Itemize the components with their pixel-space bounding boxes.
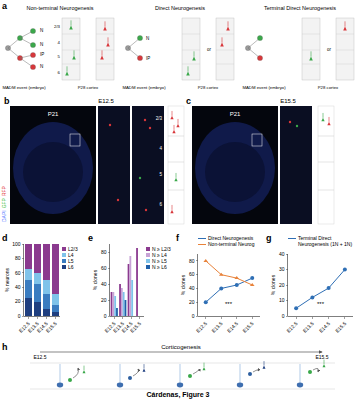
- svg-text:f: f: [176, 233, 180, 243]
- svg-text:P28 cortex: P28 cortex: [198, 85, 219, 90]
- svg-text:0: 0: [18, 313, 21, 319]
- svg-text:E13.5: E13.5: [210, 320, 224, 334]
- svg-text:E15.5: E15.5: [280, 98, 296, 104]
- html-text:N ≥ L2/3: N ≥ L2/3: [152, 246, 171, 252]
- svg-text:MADM event (embryo): MADM event (embryo): [2, 85, 46, 90]
- svg-text:30: 30: [279, 266, 285, 272]
- svg-text:IP: IP: [40, 52, 44, 57]
- svg-text:% neurons: % neurons: [4, 268, 10, 292]
- svg-text:P21: P21: [48, 111, 59, 117]
- svg-text:Corticogenesis: Corticogenesis: [161, 344, 201, 350]
- svg-text:P21: P21: [230, 111, 241, 117]
- svg-text:E14.5: E14.5: [120, 320, 134, 334]
- svg-text:100: 100: [12, 241, 21, 247]
- svg-text:***: ***: [225, 301, 233, 307]
- svg-text:e: e: [88, 233, 93, 243]
- svg-text:E15.5: E15.5: [315, 354, 328, 360]
- svg-text:b: b: [4, 96, 10, 106]
- svg-text:2/3: 2/3: [54, 24, 61, 29]
- svg-text:80: 80: [101, 249, 107, 255]
- html-text:Terminal Direct: Terminal Direct: [298, 235, 332, 241]
- svg-text:N: N: [40, 28, 43, 33]
- svg-text:E13.5: E13.5: [301, 320, 315, 334]
- svg-text:20: 20: [279, 282, 285, 288]
- svg-text:E12.5: E12.5: [103, 320, 117, 334]
- svg-text:60: 60: [189, 271, 195, 277]
- svg-text:E14.5: E14.5: [226, 320, 240, 334]
- svg-text:E13.5: E13.5: [112, 320, 126, 334]
- svg-text:or: or: [207, 47, 212, 52]
- svg-text:E15.5: E15.5: [129, 320, 143, 334]
- html-text:L5: L5: [68, 258, 74, 264]
- html-text:N ≥ L6: N ≥ L6: [152, 264, 167, 270]
- svg-text:6: 6: [58, 70, 61, 75]
- svg-text:d: d: [2, 233, 8, 243]
- svg-text:20: 20: [101, 297, 107, 303]
- svg-text:2/3: 2/3: [156, 116, 163, 121]
- svg-text:20: 20: [189, 299, 195, 305]
- svg-text:80: 80: [15, 255, 21, 261]
- svg-text:or: or: [327, 47, 332, 52]
- svg-text:80: 80: [189, 258, 195, 264]
- svg-text:E12.5: E12.5: [98, 98, 114, 104]
- svg-text:E14.5: E14.5: [318, 320, 332, 334]
- svg-text:DAPIGFPRFP: DAPIGFPRFP: [1, 185, 7, 222]
- svg-text:60: 60: [101, 265, 107, 271]
- svg-text:MADM event (embryo): MADM event (embryo): [242, 85, 286, 90]
- svg-text:Non-terminal Neurogenesis: Non-terminal Neurogenesis: [27, 5, 94, 11]
- html-text:Non-terminal Neurog: Non-terminal Neurog: [208, 241, 255, 247]
- html-text:Direct Neurogenesis: Direct Neurogenesis: [208, 235, 254, 241]
- svg-text:% clones: % clones: [92, 269, 98, 290]
- svg-text:N: N: [146, 36, 149, 41]
- svg-text:Direct Neurogenesis: Direct Neurogenesis: [155, 5, 205, 11]
- svg-text:E14.5: E14.5: [35, 320, 49, 334]
- svg-text:P28 cortex: P28 cortex: [318, 85, 339, 90]
- svg-text:a: a: [2, 1, 8, 11]
- svg-text:Terminal Direct Neurogenesis: Terminal Direct Neurogenesis: [264, 5, 336, 11]
- svg-text:Cárdenas, Figure 3: Cárdenas, Figure 3: [146, 391, 209, 399]
- svg-text:N: N: [40, 64, 43, 69]
- html-text:L4: L4: [68, 252, 74, 258]
- svg-text:60: 60: [15, 270, 21, 276]
- svg-text:40: 40: [279, 251, 285, 257]
- svg-text:E12.5: E12.5: [195, 320, 209, 334]
- svg-text:MADM event (embryo): MADM event (embryo): [122, 85, 166, 90]
- svg-text:10: 10: [279, 297, 285, 303]
- svg-text:E13.5: E13.5: [26, 320, 40, 334]
- svg-text:E15.5: E15.5: [44, 320, 58, 334]
- html-text:N ≥ L5: N ≥ L5: [152, 258, 167, 264]
- svg-text:P28 cortex: P28 cortex: [78, 85, 99, 90]
- svg-text:g: g: [266, 233, 272, 243]
- svg-text:4: 4: [58, 40, 61, 45]
- svg-text:E12.5: E12.5: [33, 354, 46, 360]
- svg-text:40: 40: [101, 281, 107, 287]
- svg-text:IP: IP: [146, 56, 150, 61]
- svg-text:0: 0: [192, 313, 195, 319]
- svg-text:% clones: % clones: [180, 274, 186, 295]
- svg-text:% clones: % clones: [270, 274, 276, 295]
- html-text:Neurogenesis (1N + 1N): Neurogenesis (1N + 1N): [298, 241, 353, 247]
- html-text:L6: L6: [68, 264, 74, 270]
- html-text:L2/3: L2/3: [68, 246, 78, 252]
- svg-text:h: h: [2, 342, 8, 352]
- svg-text:0: 0: [104, 313, 107, 319]
- html-text:N ≥ L4: N ≥ L4: [152, 252, 167, 258]
- svg-text:E12.5: E12.5: [285, 320, 299, 334]
- svg-text:5: 5: [58, 54, 61, 59]
- svg-text:0: 0: [282, 313, 285, 319]
- svg-text:***: ***: [317, 301, 325, 307]
- svg-text:N: N: [40, 42, 43, 47]
- svg-text:c: c: [186, 96, 191, 106]
- svg-text:E15.5: E15.5: [334, 320, 348, 334]
- svg-text:40: 40: [15, 284, 21, 290]
- svg-text:E15.5: E15.5: [241, 320, 255, 334]
- svg-text:4: 4: [159, 146, 162, 151]
- svg-text:6: 6: [159, 202, 162, 207]
- svg-text:5: 5: [159, 172, 162, 177]
- svg-text:20: 20: [15, 298, 21, 304]
- svg-text:40: 40: [189, 285, 195, 291]
- svg-text:E12.5: E12.5: [17, 320, 31, 334]
